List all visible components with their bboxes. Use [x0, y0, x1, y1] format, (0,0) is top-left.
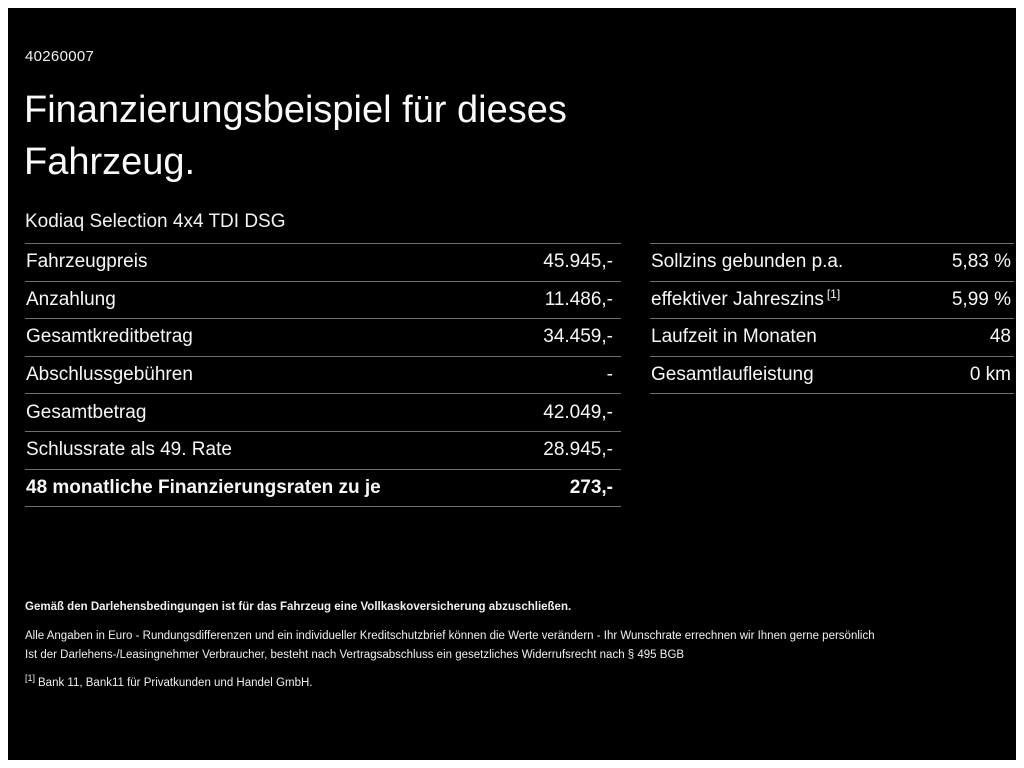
footnote: [1] Bank 11, Bank11 für Privatkunden und … — [25, 673, 986, 691]
page-title-line1: Finanzierungsbeispiel für dieses — [24, 89, 567, 131]
row-value: 42.049,- — [543, 401, 613, 423]
row-value: 5,83 % — [951, 251, 1011, 273]
page-title: Finanzierungsbeispiel für dieses Fahrzeug… — [24, 84, 567, 188]
table-row-schlussrate: Schlussrate als 49. Rate 28.945,- — [25, 430, 621, 469]
row-label: Abschlussgebühren — [26, 364, 193, 386]
table-row-fahrzeugpreis: Fahrzeugpreis 45.945,- — [25, 243, 621, 281]
document-number: 40260007 — [25, 48, 95, 65]
table-row-gesamtlaufleistung: Gesamtlaufleistung 0 km — [650, 355, 1014, 395]
row-label: Gesamtkreditbetrag — [26, 326, 193, 348]
row-label: effektiver Jahreszins [1] — [651, 286, 841, 310]
page-title-line2: Fahrzeug. — [24, 141, 196, 183]
row-value: 5,99 % — [951, 288, 1011, 310]
table-row-sollzins: Sollzins gebunden p.a. 5,83 % — [650, 243, 1014, 281]
row-value: 48 — [989, 326, 1011, 348]
row-label: Laufzeit in Monaten — [651, 326, 817, 348]
financing-table-left: Fahrzeugpreis 45.945,- Anzahlung 11.486,… — [25, 243, 621, 508]
row-value: 11.486,- — [544, 288, 613, 310]
row-label: Fahrzeugpreis — [26, 251, 148, 273]
table-row-gesamtkreditbetrag: Gesamtkreditbetrag 34.459,- — [25, 318, 621, 356]
row-value: 34.459,- — [543, 326, 613, 348]
row-value: 273,- — [569, 476, 613, 498]
disclaimer-line-2: Ist der Darlehens-/Leasingnehmer Verbrau… — [25, 649, 685, 661]
footnote-marker: [1] — [25, 673, 36, 684]
financing-table-right: Sollzins gebunden p.a. 5,83 % effektiver… — [650, 243, 1014, 395]
row-value: 0 km — [969, 364, 1011, 386]
row-label: 48 monatliche Finanzierungsraten zu je — [26, 476, 381, 498]
row-value: 28.945,- — [543, 439, 613, 461]
insurance-note: Gemäß den Darlehensbedingungen ist für d… — [25, 601, 572, 613]
table-row-monatsrate: 48 monatliche Finanzierungsraten zu je 2… — [25, 468, 621, 508]
table-row-laufzeit: Laufzeit in Monaten 48 — [650, 318, 1014, 356]
footnote-text: Bank 11, Bank11 für Privatkunden und Han… — [38, 677, 313, 689]
row-value: 45.945,- — [543, 251, 613, 273]
row-label: Gesamtlaufleistung — [651, 364, 814, 386]
row-value: - — [606, 364, 613, 386]
table-row-abschlussgebuehren: Abschlussgebühren - — [25, 355, 621, 394]
row-label: Sollzins gebunden p.a. — [651, 251, 844, 273]
vehicle-model: Kodiaq Selection 4x4 TDI DSG — [25, 211, 286, 232]
row-label: Anzahlung — [26, 288, 116, 310]
disclaimer-line-1: Alle Angaben in Euro - Rundungsdifferenz… — [25, 630, 875, 642]
row-label: Schlussrate als 49. Rate — [26, 439, 232, 461]
row-label: Gesamtbetrag — [26, 401, 147, 423]
financing-sheet: 40260007 Finanzierungsbeispiel für diese… — [8, 8, 1016, 760]
legal-footer: Gemäß den Darlehensbedingungen ist für d… — [25, 600, 986, 691]
table-row-effektiver-jahreszins: effektiver Jahreszins [1] 5,99 % — [650, 280, 1014, 319]
table-row-gesamtbetrag: Gesamtbetrag 42.049,- — [25, 393, 621, 431]
footnote-marker: [1] — [826, 286, 841, 301]
table-row-anzahlung: Anzahlung 11.486,- — [25, 280, 621, 319]
